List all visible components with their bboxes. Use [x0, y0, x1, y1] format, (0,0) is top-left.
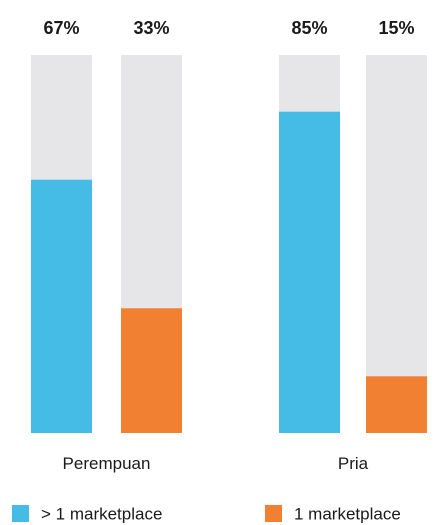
- category-label-perempuan: Perempuan: [63, 454, 151, 473]
- legend-swatch-1: [12, 505, 29, 522]
- data-label-perempuan-1: 67%: [43, 18, 79, 38]
- bar-pria-single-marketplace: [366, 376, 427, 433]
- bar-track-pria-2: [366, 55, 427, 433]
- bar-perempuan-single-marketplace: [121, 308, 182, 433]
- legend-label-1: > 1 marketplace: [41, 505, 162, 524]
- data-label-perempuan-2: 33%: [133, 18, 169, 38]
- category-label-pria: Pria: [338, 454, 369, 473]
- bar-perempuan-multi-marketplace: [31, 179, 92, 433]
- data-label-pria-1: 85%: [291, 18, 327, 38]
- legend-label-2: 1 marketplace: [294, 505, 401, 524]
- legend-swatch-2: [265, 505, 282, 522]
- data-label-pria-2: 15%: [378, 18, 414, 38]
- bar-pria-multi-marketplace: [279, 111, 340, 433]
